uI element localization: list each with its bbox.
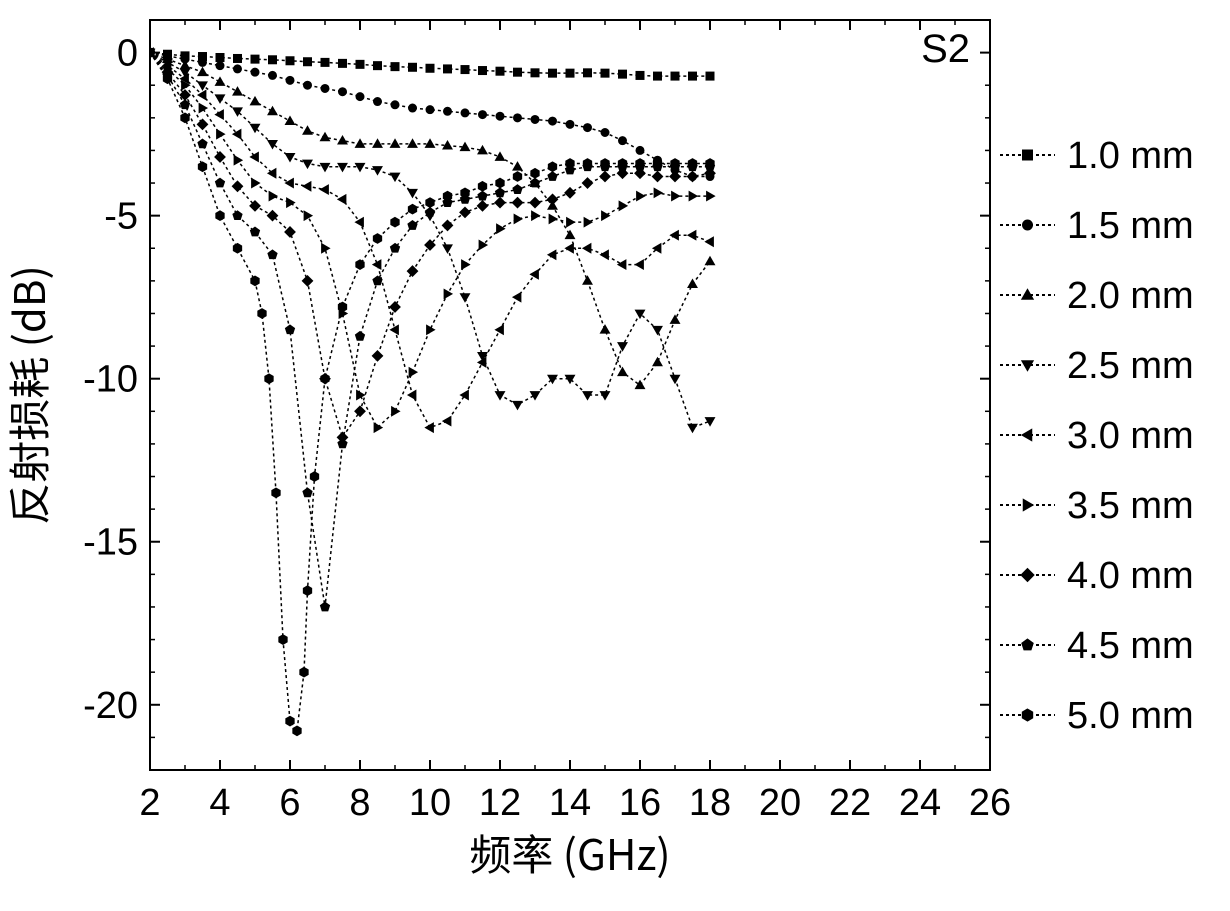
svg-text:4.0 mm: 4.0 mm [1067, 555, 1194, 597]
svg-text:2.0 mm: 2.0 mm [1067, 275, 1194, 317]
svg-text:22: 22 [829, 782, 871, 824]
svg-text:10: 10 [409, 782, 451, 824]
svg-text:6: 6 [279, 782, 300, 824]
chart-container: 24681012141618202224260-5-10-15-20频率 (GH… [0, 0, 1230, 911]
svg-text:2: 2 [139, 782, 160, 824]
svg-text:-15: -15 [83, 522, 138, 564]
chart-svg: 24681012141618202224260-5-10-15-20频率 (GH… [0, 0, 1230, 911]
svg-text:2.5 mm: 2.5 mm [1067, 345, 1194, 387]
svg-text:-5: -5 [104, 196, 138, 238]
svg-text:24: 24 [899, 782, 941, 824]
svg-text:3.5 mm: 3.5 mm [1067, 485, 1194, 527]
svg-text:18: 18 [689, 782, 731, 824]
svg-text:14: 14 [549, 782, 591, 824]
svg-text:8: 8 [349, 782, 370, 824]
svg-text:-10: -10 [83, 359, 138, 401]
svg-text:反射损耗 (dB): 反射损耗 (dB) [0, 265, 58, 524]
svg-text:5.0 mm: 5.0 mm [1067, 695, 1194, 737]
svg-text:S2: S2 [921, 27, 970, 71]
svg-text:26: 26 [969, 782, 1011, 824]
svg-text:1.0 mm: 1.0 mm [1067, 135, 1194, 177]
svg-text:3.0 mm: 3.0 mm [1067, 415, 1194, 457]
svg-text:20: 20 [759, 782, 801, 824]
svg-text:1.5 mm: 1.5 mm [1067, 205, 1194, 247]
svg-text:16: 16 [619, 782, 661, 824]
svg-text:0: 0 [117, 33, 138, 75]
svg-text:频率 (GHz): 频率 (GHz) [469, 822, 670, 883]
svg-text:-20: -20 [83, 685, 138, 727]
svg-text:4: 4 [209, 782, 230, 824]
svg-text:4.5 mm: 4.5 mm [1067, 625, 1194, 667]
svg-text:12: 12 [479, 782, 521, 824]
